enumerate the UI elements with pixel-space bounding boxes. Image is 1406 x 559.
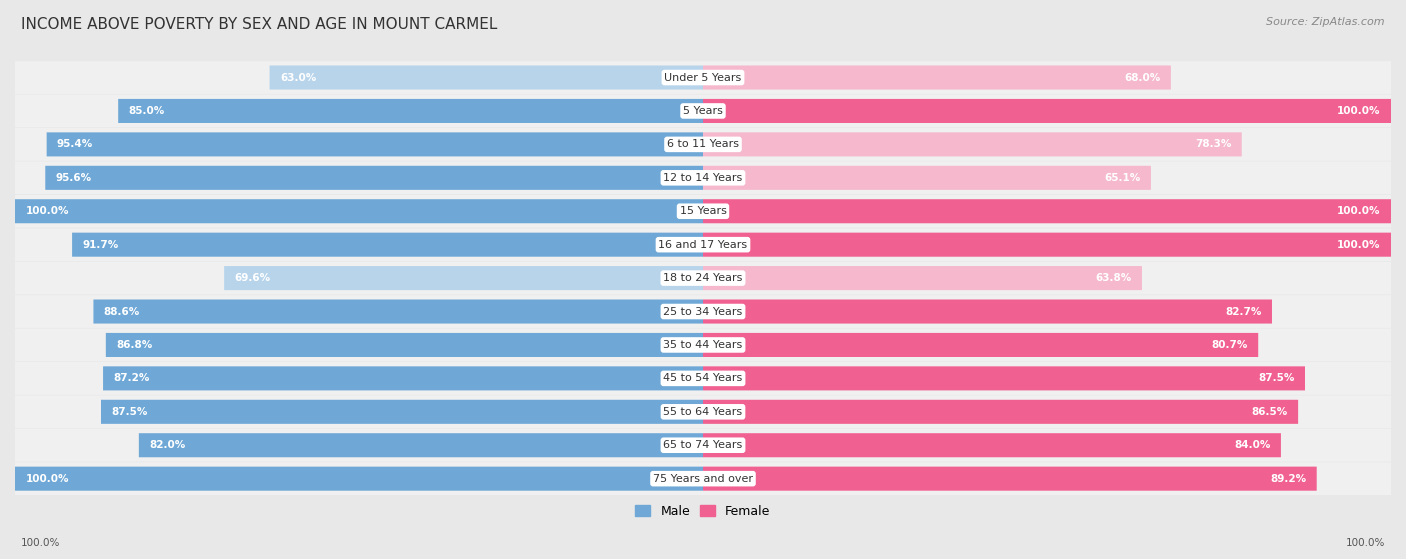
FancyBboxPatch shape bbox=[93, 300, 703, 324]
Text: 100.0%: 100.0% bbox=[1346, 538, 1385, 548]
Text: 5 Years: 5 Years bbox=[683, 106, 723, 116]
Text: 85.0%: 85.0% bbox=[128, 106, 165, 116]
Text: 95.4%: 95.4% bbox=[58, 139, 93, 149]
Text: 87.5%: 87.5% bbox=[1258, 373, 1295, 383]
Text: 87.2%: 87.2% bbox=[114, 373, 150, 383]
FancyBboxPatch shape bbox=[14, 94, 1392, 127]
Text: 100.0%: 100.0% bbox=[1337, 240, 1381, 250]
Text: 86.5%: 86.5% bbox=[1251, 407, 1288, 417]
FancyBboxPatch shape bbox=[703, 132, 1241, 157]
FancyBboxPatch shape bbox=[15, 199, 703, 223]
Text: Under 5 Years: Under 5 Years bbox=[665, 73, 741, 83]
Text: 84.0%: 84.0% bbox=[1234, 440, 1271, 450]
Text: 78.3%: 78.3% bbox=[1195, 139, 1232, 149]
Text: 86.8%: 86.8% bbox=[117, 340, 152, 350]
FancyBboxPatch shape bbox=[703, 166, 1152, 190]
FancyBboxPatch shape bbox=[703, 266, 1142, 290]
FancyBboxPatch shape bbox=[14, 362, 1392, 395]
Text: 100.0%: 100.0% bbox=[1337, 106, 1381, 116]
FancyBboxPatch shape bbox=[703, 300, 1272, 324]
Text: 89.2%: 89.2% bbox=[1270, 473, 1306, 484]
FancyBboxPatch shape bbox=[703, 366, 1305, 390]
FancyBboxPatch shape bbox=[46, 132, 703, 157]
FancyBboxPatch shape bbox=[101, 400, 703, 424]
FancyBboxPatch shape bbox=[270, 65, 703, 89]
FancyBboxPatch shape bbox=[14, 195, 1392, 228]
FancyBboxPatch shape bbox=[103, 366, 703, 390]
FancyBboxPatch shape bbox=[14, 262, 1392, 295]
Text: 91.7%: 91.7% bbox=[83, 240, 118, 250]
FancyBboxPatch shape bbox=[703, 433, 1281, 457]
Text: INCOME ABOVE POVERTY BY SEX AND AGE IN MOUNT CARMEL: INCOME ABOVE POVERTY BY SEX AND AGE IN M… bbox=[21, 17, 498, 32]
Text: 69.6%: 69.6% bbox=[235, 273, 270, 283]
Text: 63.8%: 63.8% bbox=[1095, 273, 1132, 283]
Text: 80.7%: 80.7% bbox=[1212, 340, 1249, 350]
Text: 100.0%: 100.0% bbox=[25, 206, 69, 216]
FancyBboxPatch shape bbox=[14, 395, 1392, 428]
Legend: Male, Female: Male, Female bbox=[630, 500, 776, 523]
Text: 55 to 64 Years: 55 to 64 Years bbox=[664, 407, 742, 417]
FancyBboxPatch shape bbox=[14, 228, 1392, 261]
FancyBboxPatch shape bbox=[118, 99, 703, 123]
Text: 87.5%: 87.5% bbox=[111, 407, 148, 417]
Text: 25 to 34 Years: 25 to 34 Years bbox=[664, 306, 742, 316]
FancyBboxPatch shape bbox=[703, 65, 1171, 89]
Text: 82.0%: 82.0% bbox=[149, 440, 186, 450]
Text: 88.6%: 88.6% bbox=[104, 306, 141, 316]
FancyBboxPatch shape bbox=[14, 162, 1392, 194]
FancyBboxPatch shape bbox=[703, 233, 1391, 257]
Text: 65 to 74 Years: 65 to 74 Years bbox=[664, 440, 742, 450]
Text: 18 to 24 Years: 18 to 24 Years bbox=[664, 273, 742, 283]
Text: 12 to 14 Years: 12 to 14 Years bbox=[664, 173, 742, 183]
Text: 45 to 54 Years: 45 to 54 Years bbox=[664, 373, 742, 383]
Text: 6 to 11 Years: 6 to 11 Years bbox=[666, 139, 740, 149]
FancyBboxPatch shape bbox=[14, 329, 1392, 361]
Text: 100.0%: 100.0% bbox=[1337, 206, 1381, 216]
FancyBboxPatch shape bbox=[15, 467, 703, 491]
FancyBboxPatch shape bbox=[14, 429, 1392, 462]
FancyBboxPatch shape bbox=[703, 199, 1391, 223]
FancyBboxPatch shape bbox=[72, 233, 703, 257]
Text: 35 to 44 Years: 35 to 44 Years bbox=[664, 340, 742, 350]
Text: 95.6%: 95.6% bbox=[56, 173, 91, 183]
FancyBboxPatch shape bbox=[105, 333, 703, 357]
Text: 68.0%: 68.0% bbox=[1125, 73, 1160, 83]
FancyBboxPatch shape bbox=[45, 166, 703, 190]
Text: 82.7%: 82.7% bbox=[1225, 306, 1261, 316]
Text: 100.0%: 100.0% bbox=[21, 538, 60, 548]
Text: 65.1%: 65.1% bbox=[1104, 173, 1140, 183]
FancyBboxPatch shape bbox=[139, 433, 703, 457]
FancyBboxPatch shape bbox=[703, 333, 1258, 357]
FancyBboxPatch shape bbox=[224, 266, 703, 290]
FancyBboxPatch shape bbox=[703, 99, 1391, 123]
Text: 15 Years: 15 Years bbox=[679, 206, 727, 216]
FancyBboxPatch shape bbox=[14, 462, 1392, 495]
Text: 100.0%: 100.0% bbox=[25, 473, 69, 484]
Text: Source: ZipAtlas.com: Source: ZipAtlas.com bbox=[1267, 17, 1385, 27]
Text: 16 and 17 Years: 16 and 17 Years bbox=[658, 240, 748, 250]
FancyBboxPatch shape bbox=[14, 61, 1392, 94]
FancyBboxPatch shape bbox=[14, 295, 1392, 328]
FancyBboxPatch shape bbox=[703, 467, 1316, 491]
FancyBboxPatch shape bbox=[14, 128, 1392, 161]
FancyBboxPatch shape bbox=[703, 400, 1298, 424]
Text: 63.0%: 63.0% bbox=[280, 73, 316, 83]
Text: 75 Years and over: 75 Years and over bbox=[652, 473, 754, 484]
